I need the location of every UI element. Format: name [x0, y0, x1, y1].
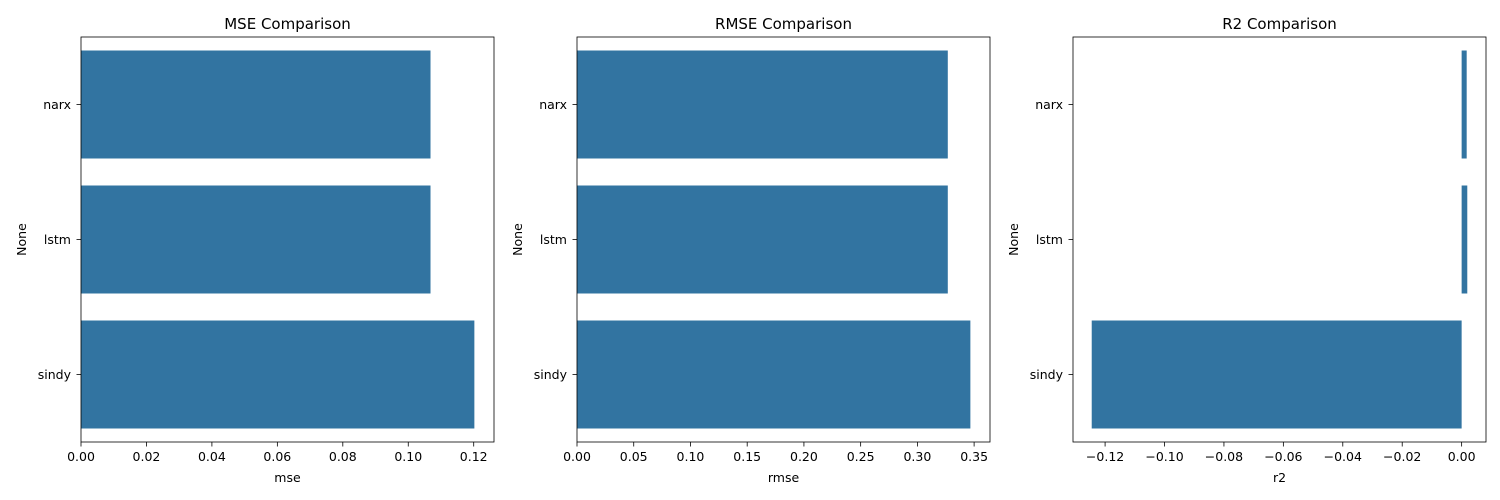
x-tick-label: 0.30 [903, 449, 931, 464]
x-tick-label: 0.08 [329, 449, 357, 464]
chart-panel-2: 0.00 0.05 0.10 0.15 0.20 0.25 0.30 0.35 narx lstm… [510, 15, 991, 485]
x-tick-label: 0.04 [198, 449, 226, 464]
x-tick-label: 0.06 [263, 449, 291, 464]
x-tick-label: 0.10 [677, 449, 705, 464]
x-tick-label: 0.10 [394, 449, 422, 464]
x-tick-label: −0.02 [1383, 449, 1421, 464]
y-tick-label: sindy [38, 367, 72, 382]
x-tick-label: −0.10 [1145, 449, 1183, 464]
y-tick-label: narx [1035, 97, 1063, 112]
x-tick-label: 0.15 [733, 449, 761, 464]
x-tick-label: −0.12 [1086, 449, 1124, 464]
x-tick-label: 0.20 [790, 449, 818, 464]
bar-sindy [81, 320, 475, 429]
y-axis-label: None [510, 223, 525, 256]
x-tick-label: 0.35 [960, 449, 988, 464]
chart-panel-3: −0.12 −0.10 −0.08 −0.06 −0.04 −0.02 0.00 narx ls… [1006, 15, 1487, 485]
x-tick-label: 0.02 [133, 449, 161, 464]
bar-narx [81, 50, 431, 159]
y-tick-label: sindy [1030, 367, 1064, 382]
x-axis-label: r2 [1273, 470, 1286, 485]
bar-lstm [81, 185, 431, 294]
x-tick-label: −0.04 [1324, 449, 1362, 464]
chart-title: RMSE Comparison [715, 15, 852, 33]
y-tick-label: narx [539, 97, 567, 112]
x-axis-label: rmse [768, 470, 800, 485]
x-axis-label: mse [274, 470, 301, 485]
x-tick-label: 0.12 [460, 449, 488, 464]
bar-narx [1461, 50, 1467, 159]
y-tick-label: sindy [534, 367, 568, 382]
x-tick-label: −0.06 [1264, 449, 1302, 464]
bar-lstm [1461, 185, 1468, 294]
chart-title: R2 Comparison [1222, 15, 1337, 33]
bar-sindy [1091, 320, 1462, 429]
bar-lstm [577, 185, 948, 294]
y-axis-label: None [14, 223, 29, 256]
y-tick-label: lstm [540, 232, 567, 247]
y-tick-label: lstm [44, 232, 71, 247]
chart-panel-1: 0.00 0.02 0.04 0.06 0.08 0.10 0.12 narx lstm sind… [14, 15, 495, 485]
x-tick-label: 0.25 [847, 449, 875, 464]
x-tick-label: 0.05 [620, 449, 648, 464]
chart-title: MSE Comparison [224, 15, 351, 33]
x-tick-label: 0.00 [67, 449, 95, 464]
y-tick-label: lstm [1036, 232, 1063, 247]
x-tick-label: 0.00 [563, 449, 591, 464]
y-axis-label: None [1006, 223, 1021, 256]
x-tick-label: −0.08 [1205, 449, 1243, 464]
y-tick-label: narx [43, 97, 71, 112]
bar-sindy [577, 320, 971, 429]
bar-narx [577, 50, 948, 159]
x-tick-label: 0.00 [1448, 449, 1476, 464]
